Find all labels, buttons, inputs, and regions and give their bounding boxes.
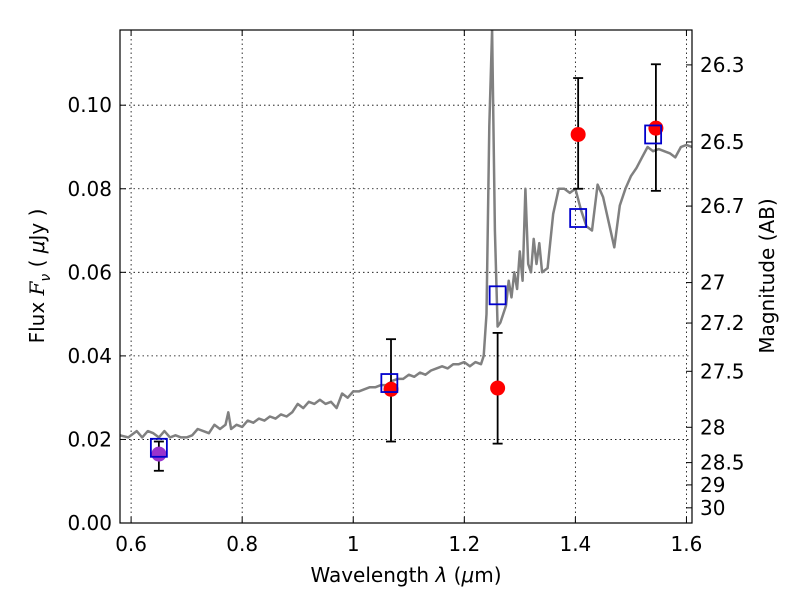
observed-flux-point xyxy=(151,446,167,462)
observed-flux-point xyxy=(490,380,506,396)
y2-tick-label: 28 xyxy=(700,415,725,439)
grid xyxy=(120,30,692,524)
plot-area xyxy=(120,30,692,472)
x-tick-label: 1.6 xyxy=(671,532,703,556)
plot-frame xyxy=(119,29,693,524)
y2-tick-label: 26.5 xyxy=(700,130,745,154)
y2-tick-label: 26.7 xyxy=(700,194,745,218)
x-axis-label: Wavelength λ (μm) xyxy=(310,563,501,587)
observed-flux-point xyxy=(570,126,586,142)
x-tick-label: 1.2 xyxy=(448,532,480,556)
y2-tick-label: 26.3 xyxy=(700,53,745,77)
model-band-flux-square xyxy=(488,285,507,306)
y2-tick-label: 28.5 xyxy=(700,451,745,475)
x-tick-label: 1.4 xyxy=(559,532,591,556)
observed-flux-point xyxy=(383,381,399,397)
y2-tick-label: 30 xyxy=(700,496,725,520)
model-band-flux-square xyxy=(644,124,663,145)
model-spectrum-line xyxy=(120,30,692,439)
x-tick-label: 0.8 xyxy=(226,532,258,556)
y-tick-label: 0.06 xyxy=(67,260,112,284)
model-band-flux-square xyxy=(569,208,588,228)
y-tick-label: 0.08 xyxy=(67,177,112,201)
x-tick-label: 0.6 xyxy=(115,532,147,556)
y-axis-label: Flux Fν ( μJy ) xyxy=(25,209,54,344)
y2-axis-label: Magnitude (AB) xyxy=(755,198,779,353)
model-band-flux-square xyxy=(380,373,399,393)
y-tick-label: 0.10 xyxy=(67,93,112,117)
y2-tick-label: 27 xyxy=(700,271,725,295)
y2-tick-label: 27.5 xyxy=(700,359,745,383)
y-tick-label: 0.02 xyxy=(67,427,112,451)
y-tick-label: 0.00 xyxy=(67,511,112,535)
x-tick-label: 1 xyxy=(347,532,360,556)
y2-tick-label: 29 xyxy=(700,473,725,497)
ticks: 0.6 0.8 1 1.2 1.4 1.6 0.00 0.02 0.04 0.06 0.08 0.10… xyxy=(67,30,745,556)
observed-flux-point xyxy=(648,120,664,136)
y-tick-label: 0.04 xyxy=(67,344,112,368)
model-band-flux-square xyxy=(149,437,168,458)
y2-tick-label: 27.2 xyxy=(700,311,745,335)
